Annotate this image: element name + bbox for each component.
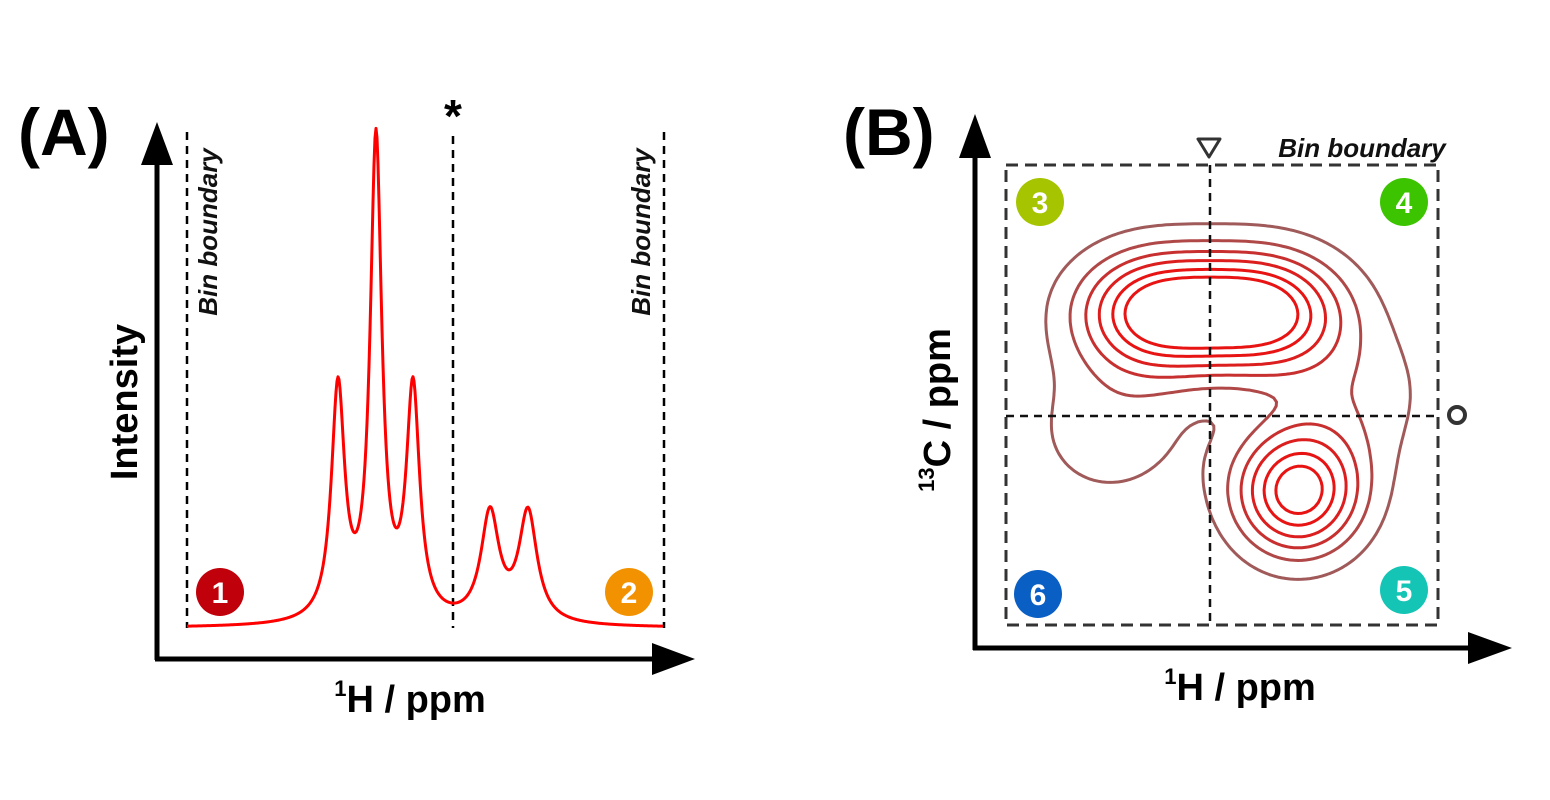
panel-b-triangle-marker-icon [1196, 137, 1222, 159]
panel-b-badge-3-circle [1016, 178, 1064, 226]
panel-b-bin-label: Bin boundary [1278, 133, 1447, 163]
panel-a-x-axis-title-sup: 1 [334, 676, 346, 701]
panel-b-badge-4-circle [1380, 178, 1428, 226]
panel-b-x-axis-title-sup: 1 [1164, 664, 1176, 689]
panel-a-label: (A) [18, 95, 110, 169]
panel-b-x-axis-title-main: H / ppm [1176, 667, 1315, 709]
panel-b-badge-6-number: 6 [1030, 579, 1047, 612]
panel-b-badge-4-number: 4 [1396, 187, 1413, 220]
panel-b-badge-5-number: 5 [1396, 575, 1413, 608]
panel-b-label: (B) [843, 95, 935, 169]
panel-a-spectrum-curve [186, 126, 664, 628]
panel-b-y-axis-title-main: C / ppm [917, 328, 959, 467]
panel-b-contour-level-6 [1123, 275, 1324, 515]
panel-b-contour-level-1 [1044, 222, 1412, 581]
panel-b-badge-3: 3 [1016, 178, 1064, 226]
panel-b-circle-marker-icon [1447, 405, 1467, 425]
panel-a-x-arrow-icon [652, 643, 695, 675]
panel-b-badge-3-number: 3 [1032, 187, 1049, 220]
panel-a-badge-1-circle [196, 568, 244, 616]
panel-a-y-arrow-icon [141, 122, 173, 165]
panel-a-bin-label-right: Bin boundary [626, 147, 656, 316]
panel-b: (B) 13C / ppm 1H / ppm Bin boundary 3 4 [843, 95, 1512, 709]
panel-a-axes [141, 122, 695, 675]
panel-b-badge-5: 5 [1380, 566, 1428, 614]
panel-b-contours [1044, 222, 1412, 581]
panel-a-badge-1: 1 [196, 568, 244, 616]
panel-a-x-axis-title-main: H / ppm [346, 679, 485, 721]
panel-b-x-axis-title: 1H / ppm [1164, 664, 1316, 709]
panel-b-badge-4: 4 [1380, 178, 1428, 226]
panel-b-badge-5-circle [1380, 566, 1428, 614]
panel-b-badge-6: 6 [1014, 570, 1062, 618]
panel-a-badge-1-number: 1 [212, 577, 229, 610]
panel-b-contour-level-3 [1084, 250, 1360, 550]
panel-b-contour-level-2 [1068, 239, 1374, 562]
panel-a: (A) Intensity 1H / ppm Bin boundary Bin … [18, 90, 695, 721]
panel-b-y-arrow-icon [959, 114, 991, 158]
panel-b-bin-box [1004, 163, 1440, 627]
panel-a-badge-2: 2 [605, 568, 653, 616]
panel-b-x-arrow-icon [1468, 632, 1512, 664]
panel-a-split-marker: * [444, 90, 462, 142]
panel-b-y-axis-title: 13C / ppm [914, 328, 959, 492]
panel-a-badge-2-circle [605, 568, 653, 616]
panel-b-contour-level-5 [1111, 267, 1336, 527]
panel-b-axes [959, 114, 1512, 664]
panel-b-y-axis-title-sup: 13 [914, 467, 939, 491]
panel-b-contour-level-4 [1097, 259, 1348, 539]
panel-a-y-axis-title: Intensity [104, 324, 146, 480]
panel-a-bin-label-left: Bin boundary [193, 147, 223, 316]
panel-a-x-axis-title: 1H / ppm [334, 676, 486, 721]
panel-a-badge-2-number: 2 [621, 577, 638, 610]
panel-b-badge-6-circle [1014, 570, 1062, 618]
